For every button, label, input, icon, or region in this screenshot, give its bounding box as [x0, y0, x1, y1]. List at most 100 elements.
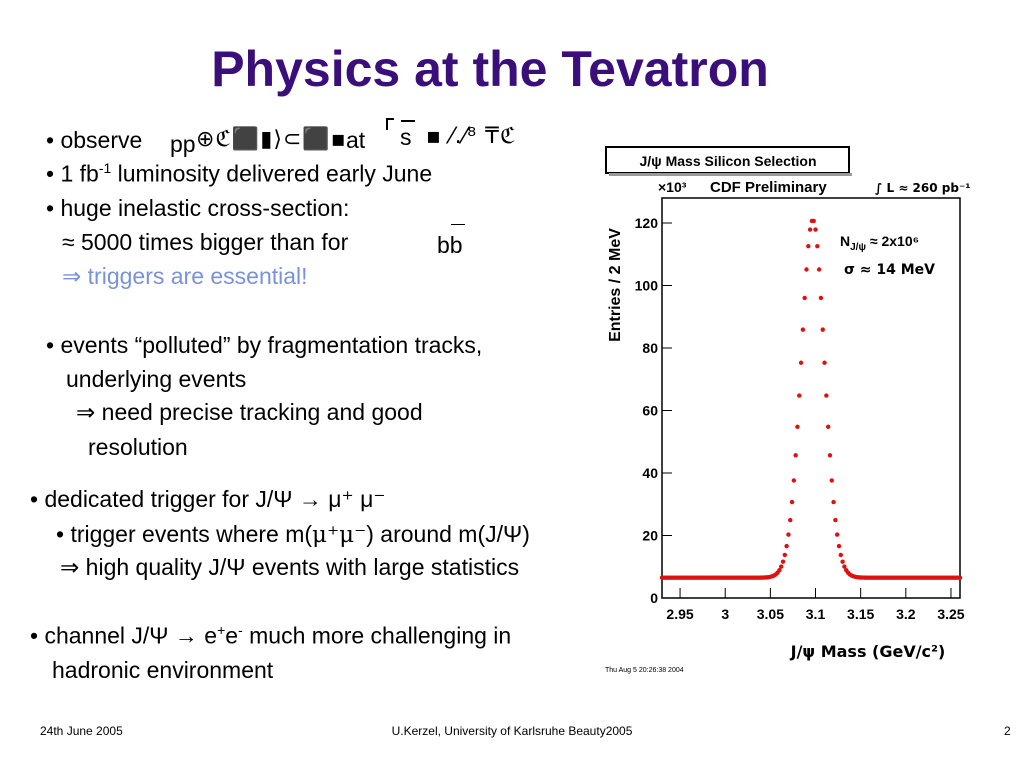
data-point	[780, 559, 786, 564]
data-point	[833, 517, 838, 523]
bullet-cross-section: • huge inelastic cross-section:	[46, 195, 350, 221]
x-tick-label: 3.15	[847, 606, 874, 622]
footer-date: 24th June 2005	[40, 724, 123, 738]
channel-text-a: • channel J/Ψ → e	[30, 622, 218, 649]
trigger-text-a: • trigger events where m(	[56, 521, 313, 547]
data-point	[831, 499, 836, 505]
chart-title-shadow	[609, 173, 852, 176]
y-tick-label: 0	[650, 590, 658, 606]
data-point	[834, 532, 840, 537]
y-tick-label: 20	[642, 528, 658, 544]
chart-title-box	[605, 146, 850, 174]
data-point	[788, 517, 793, 523]
data-point	[818, 295, 824, 301]
lumi-annotation: ∫ L ≈ 260 pb⁻¹	[875, 181, 971, 195]
n-val: ≈ 2x10⁶	[866, 233, 919, 249]
y-axis-label: Entries / 2 MeV	[607, 228, 624, 342]
sqrt-glyph	[386, 118, 394, 130]
data-point	[798, 360, 804, 365]
y-tick-label: 100	[635, 278, 659, 294]
data-point	[797, 393, 802, 398]
bullet-polluted: • events “polluted” by fragmentation tra…	[46, 332, 483, 358]
data-point	[777, 567, 782, 573]
bb-bar-text: bb	[437, 232, 463, 258]
observe-text: • observe	[46, 127, 143, 153]
cdf-preliminary: CDF Preliminary	[710, 179, 827, 196]
channel-text-e: e	[225, 622, 239, 649]
data-point	[829, 478, 834, 483]
data-point	[782, 552, 788, 558]
plot-timestamp: Thu Aug 5 20:26:38 2004	[605, 667, 684, 674]
y-tick-label: 120	[635, 215, 659, 231]
data-point	[822, 360, 827, 365]
times-bigger-text: ≈ 5000 times bigger than for	[62, 229, 349, 255]
bullet-dedicated-trigger: • dedicated trigger for J/Ψ → μ⁺ μ⁻	[30, 486, 386, 512]
n-sub: J/ψ	[850, 242, 866, 253]
data-point	[816, 267, 822, 272]
mumu-text: μ⁺μ⁻	[312, 522, 367, 548]
hadronic-environment-text: hadronic environment	[52, 657, 274, 683]
jpsi-mass-chart: J/ψ Mass Silicon Selection ×10³ CDF Prel…	[605, 146, 971, 674]
bullet-channel-ee: • channel J/Ψ → e+e- much more challengi…	[30, 622, 511, 650]
x-tick-label: 3	[721, 606, 729, 622]
data-point	[804, 267, 809, 272]
data-point	[838, 552, 843, 558]
data-point	[836, 543, 842, 549]
data-point	[791, 478, 797, 483]
underlying-events-text: underlying events	[66, 366, 247, 392]
plot-frame	[661, 197, 961, 599]
pp-bar-text: pp	[170, 131, 196, 157]
lumi-text-a: • 1 fb	[46, 160, 99, 187]
data-point	[811, 218, 816, 224]
at-text: at	[346, 127, 366, 153]
sigma-annotation: σ ≈ 14 MeV	[844, 262, 935, 278]
garbled-formula-2: ▪ ⁄.⁄⁸ ₸ℭ	[426, 124, 517, 149]
bb-overbar	[451, 224, 465, 225]
data-point	[957, 575, 963, 580]
data-point	[789, 499, 795, 505]
bullet-observe: • observe	[46, 127, 142, 154]
bullet-luminosity: • 1 fb-1 luminosity delivered early June	[46, 160, 432, 188]
y-tick-label: 60	[642, 403, 658, 419]
data-point	[795, 424, 800, 429]
data-point	[807, 227, 813, 232]
data-point	[825, 424, 831, 429]
data-point	[820, 327, 825, 332]
data-point	[779, 564, 784, 569]
lumi-text-b: luminosity delivered early June	[111, 160, 433, 187]
eplus-sup: +	[217, 622, 226, 638]
precise-tracking-text: ⇒ need precise tracking and good	[76, 399, 423, 425]
high-quality-text: ⇒ high quality J/Ψ events with large sta…	[60, 554, 520, 580]
x-tick-label: 3.2	[896, 606, 916, 622]
data-point	[786, 532, 791, 537]
data-point	[824, 393, 829, 398]
n-label: N	[840, 233, 850, 249]
axis-ticks: 2.95 3 3.05 3.1 3.15 3.2 3.25 0 20 40 60 80 100 120	[635, 215, 965, 622]
sqrt-bar	[401, 120, 415, 122]
garbled-formula-1: ⊕ℭ⬛▮⟩⊂⬛▪	[196, 127, 347, 152]
x-axis-label: J/ψ Mass (GeV/c²)	[790, 642, 946, 661]
data-point	[840, 559, 845, 564]
data-point	[842, 564, 847, 569]
y-multiplier: ×10³	[658, 179, 687, 195]
data-point	[802, 295, 807, 301]
data-points	[659, 218, 963, 580]
data-point	[784, 543, 789, 549]
y-tick-label: 40	[642, 465, 658, 481]
x-tick-label: 3.25	[937, 606, 964, 622]
eminus-sup: -	[238, 622, 243, 638]
data-point	[806, 243, 811, 249]
triggers-essential-text: ⇒ triggers are essential!	[62, 263, 308, 289]
channel-text-c: much more challenging in	[242, 622, 512, 649]
data-point	[793, 453, 798, 458]
data-point	[815, 243, 820, 249]
page-title: Physics at the Tevatron	[211, 41, 769, 97]
x-tick-label: 2.95	[666, 606, 693, 622]
sqrt-s-text: s	[400, 124, 412, 150]
data-point	[827, 453, 833, 458]
resolution-text: resolution	[88, 434, 188, 460]
data-point	[800, 327, 806, 332]
lumi-sup: -1	[98, 160, 112, 176]
bullet-trigger-events: • trigger events where m(μ⁺μ⁻) around m(…	[56, 521, 530, 548]
y-tick-label: 80	[642, 340, 658, 356]
